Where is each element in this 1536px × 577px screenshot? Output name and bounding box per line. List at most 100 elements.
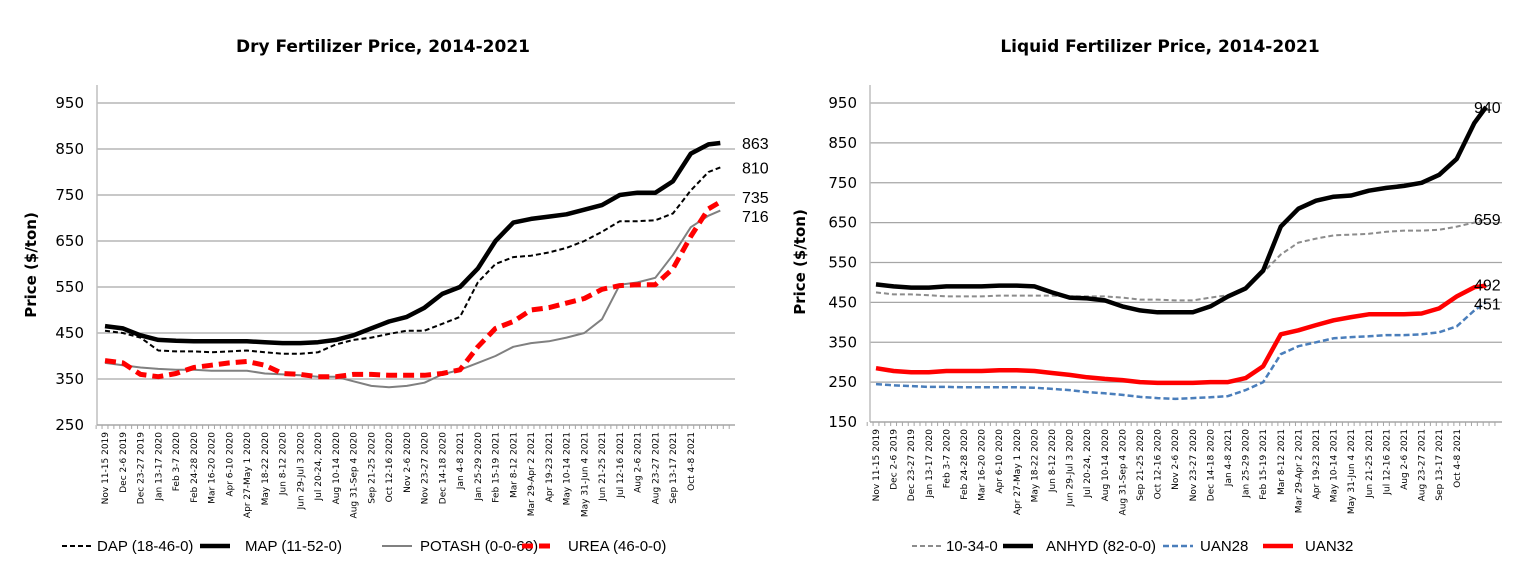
x-tick-label: Aug 23-27 2021 [651, 432, 661, 504]
series-line-anhyd-82-0-0 [875, 105, 1488, 315]
x-tick-label: Jul 12-16 2021 [616, 432, 626, 499]
x-tick-label: Nov 2-6 2020 [1171, 429, 1181, 490]
end-value-label: 735 [742, 190, 769, 207]
x-tick-label: Jan 4-8 2021 [1224, 429, 1234, 487]
x-tick-label: Apr 6-10 2020 [995, 429, 1005, 494]
legend-label: MAP (11-52-0) [245, 538, 342, 555]
legend-label: UREA (46-0-0) [568, 538, 666, 555]
x-tick-label: Jun 21-25 2021 [1365, 429, 1375, 499]
x-tick-label: Jul 12-16 2021 [1382, 429, 1392, 496]
series-line-uan32 [875, 283, 1487, 386]
y-axis-label: Price ($/ton) [22, 212, 40, 318]
x-tick-label: Aug 10-14 2020 [332, 432, 342, 505]
x-tick-label: Jul 20-24, 2020 [314, 432, 324, 502]
x-tick-label: Feb 3-7 2020 [172, 432, 182, 492]
x-tick-label: Apr 27-May 1 2020 [243, 432, 253, 518]
y-tick-label: 450 [828, 293, 857, 311]
x-tick-label: Mar 8-12 2021 [1277, 429, 1287, 495]
x-tick-label: May 31-Jun 4 2021 [580, 432, 590, 517]
y-tick-label: 350 [828, 333, 857, 351]
x-tick-label: Jun 29-Jul 3 2020 [296, 432, 306, 511]
x-tick-label: Oct 12-16 2020 [1154, 429, 1164, 500]
legend-label: UAN28 [1200, 538, 1248, 555]
y-tick-label: 550 [55, 278, 84, 296]
y-tick-label: 950 [55, 94, 84, 112]
dry-fertilizer-chart: Dry Fertilizer Price, 2014-2021 Price ($… [22, 37, 769, 555]
x-tick-label: Aug 2-6 2021 [634, 432, 644, 493]
x-tick-label: Apr 19-23 2021 [545, 432, 555, 502]
series-line-uan28 [875, 300, 1487, 401]
liquid-fertilizer-chart: Liquid Fertilizer Price, 2014-2021 Price… [791, 37, 1502, 555]
series-line-10-34-0 [875, 218, 1487, 302]
x-tick-label: Feb 15-19 2021 [492, 432, 502, 503]
y-tick-label: 850 [828, 134, 857, 152]
x-tick-label: Jun 29-Jul 3 2020 [1066, 429, 1076, 508]
x-tick-label: Mar 16-20 2020 [208, 432, 218, 504]
y-tick-label: 750 [828, 174, 857, 192]
x-tick-label: Apr 19-23 2021 [1312, 429, 1322, 499]
x-tick-label: Dec 23-27 2019 [137, 432, 147, 504]
x-tick-label: Nov 11-15 2019 [872, 429, 882, 502]
x-tick-label: Mar 29-Apr 2 2021 [1294, 429, 1304, 513]
end-value-label: 940 [1474, 100, 1501, 117]
x-tick-label: Feb 3-7 2020 [942, 429, 952, 489]
y-tick-label: 550 [828, 254, 857, 272]
y-tick-label: 250 [55, 416, 84, 434]
y-tick-label: 350 [55, 370, 84, 388]
x-tick-label: Nov 2-6 2020 [403, 432, 413, 493]
series-line-potash-0-0-60 [104, 209, 721, 389]
x-tick-label: May 31-Jun 4 2021 [1347, 429, 1357, 514]
x-tick-label: Feb 15-19 2021 [1259, 429, 1269, 500]
x-tick-label: May 18-22 2020 [1030, 429, 1040, 503]
x-tick-label: Oct 4-8 2021 [1453, 429, 1463, 488]
y-tick-label: 450 [55, 324, 84, 342]
legend-label: UAN32 [1305, 538, 1353, 555]
end-value-label: 863 [742, 136, 769, 153]
x-tick-label: Jun 21-25 2021 [598, 432, 608, 502]
y-tick-label: 150 [828, 413, 857, 431]
x-tick-label: Dec 14-18 2020 [438, 432, 448, 504]
x-tick-label: Jan 25-29 2020 [474, 432, 484, 502]
x-tick-label: Nov 23-27 2020 [421, 432, 431, 505]
x-tick-label: Jun 8-12 2020 [1048, 429, 1058, 493]
end-value-label: 810 [742, 160, 769, 177]
chart-title: Dry Fertilizer Price, 2014-2021 [236, 37, 530, 57]
x-tick-label: Mar 8-12 2021 [509, 432, 519, 498]
x-tick-label: Dec 2-6 2019 [119, 432, 129, 493]
x-tick-label: Aug 23-27 2021 [1418, 429, 1428, 501]
y-axis-label: Price ($/ton) [791, 209, 809, 315]
x-tick-label: Aug 31-Sep 4 2020 [350, 432, 360, 519]
x-tick-label: Oct 12-16 2020 [385, 432, 395, 503]
chart-title: Liquid Fertilizer Price, 2014-2021 [1000, 37, 1319, 57]
x-tick-label: Aug 10-14 2020 [1101, 429, 1111, 502]
x-tick-label: Aug 31-Sep 4 2020 [1118, 429, 1128, 516]
x-tick-label: Dec 14-18 2020 [1206, 429, 1216, 501]
end-value-label: 492 [1474, 277, 1501, 294]
x-tick-label: Sep 13-17 2021 [1435, 429, 1445, 501]
y-tick-label: 750 [55, 186, 84, 204]
x-tick-label: Jul 20-24, 2020 [1083, 429, 1093, 499]
x-tick-label: Dec 23-27 2019 [907, 429, 917, 501]
x-tick-label: Mar 29-Apr 2 2021 [527, 432, 537, 516]
x-tick-label: Jan 13-17 2020 [925, 429, 935, 499]
x-tick-label: Aug 2-6 2021 [1400, 429, 1410, 490]
x-tick-label: Jan 25-29 2020 [1242, 429, 1252, 499]
x-tick-label: Dec 2-6 2019 [890, 429, 900, 490]
series-line-dap-18-46-0 [104, 166, 721, 355]
x-tick-label: Apr 6-10 2020 [225, 432, 235, 497]
y-tick-label: 650 [55, 232, 84, 250]
x-tick-label: Sep 13-17 2021 [669, 432, 679, 504]
series-line-urea-46-0-0 [104, 199, 722, 380]
x-tick-label: Apr 27-May 1 2020 [1013, 429, 1023, 515]
end-value-label: 659 [1474, 212, 1501, 229]
y-tick-label: 250 [828, 373, 857, 391]
end-value-label: 451 [1474, 296, 1501, 313]
x-tick-label: May 18-22 2020 [261, 432, 271, 506]
x-tick-label: Jan 4-8 2021 [456, 432, 466, 490]
x-tick-label: Jan 13-17 2020 [154, 432, 164, 502]
x-tick-label: Nov 11-15 2019 [101, 432, 111, 505]
legend-label: 10-34-0 [946, 538, 998, 555]
y-tick-label: 850 [55, 140, 84, 158]
legend-label: DAP (18-46-0) [97, 538, 193, 555]
